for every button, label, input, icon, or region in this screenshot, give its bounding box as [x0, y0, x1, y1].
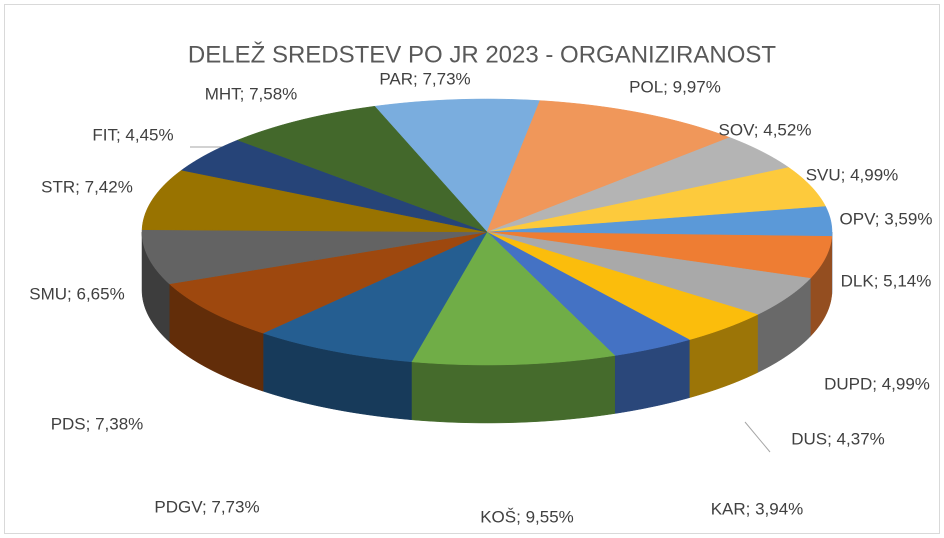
pie-slice	[486, 231, 691, 356]
pie-slice	[486, 231, 833, 279]
pie-slice	[486, 100, 731, 233]
pie-slice	[374, 98, 541, 233]
data-label: DUPD; 4,99%	[824, 374, 930, 393]
data-label: SOV; 4,52%	[719, 120, 812, 139]
data-label: POL; 9,97%	[629, 77, 721, 96]
data-label: DLK; 5,14%	[841, 271, 932, 290]
data-label: SMU; 6,65%	[29, 284, 124, 303]
pie-side	[411, 355, 616, 424]
labels: PAR; 7,73% POL; 9,97% SOV; 4,52% SVU; 4,99%…	[29, 69, 932, 526]
pie-slice	[411, 231, 616, 366]
data-label: DUS; 4,37%	[791, 429, 885, 448]
pie-slice	[486, 167, 827, 233]
pie-slice	[262, 231, 488, 363]
pie-slice	[168, 231, 488, 334]
data-label: PAR; 7,73%	[379, 69, 470, 88]
pie-slice	[236, 105, 488, 233]
pie-slice	[486, 231, 759, 340]
data-label: KOŠ; 9,55%	[480, 507, 574, 526]
pie-slice	[180, 139, 488, 233]
leader-line	[744, 421, 771, 453]
data-label: KAR; 3,94%	[711, 499, 804, 518]
data-label: SVU; 4,99%	[806, 165, 899, 184]
pie-slice	[141, 169, 488, 233]
data-label: PDGV; 7,73%	[154, 497, 259, 516]
pie-slice	[486, 206, 833, 237]
pie-slice	[141, 229, 488, 285]
data-label: MHT; 7,58%	[205, 84, 298, 103]
data-label: STR; 7,42%	[41, 177, 133, 196]
data-label: PDS; 7,38%	[51, 414, 144, 433]
pie-slice	[486, 137, 790, 233]
data-label: FIT; 4,45%	[92, 125, 173, 144]
pie-slice	[486, 231, 811, 315]
pie-tops	[141, 98, 833, 366]
data-label: OPV; 3,59%	[840, 209, 933, 228]
chart-title: DELEŽ SREDSTEV PO JR 2023 - ORGANIZIRANO…	[188, 41, 776, 68]
